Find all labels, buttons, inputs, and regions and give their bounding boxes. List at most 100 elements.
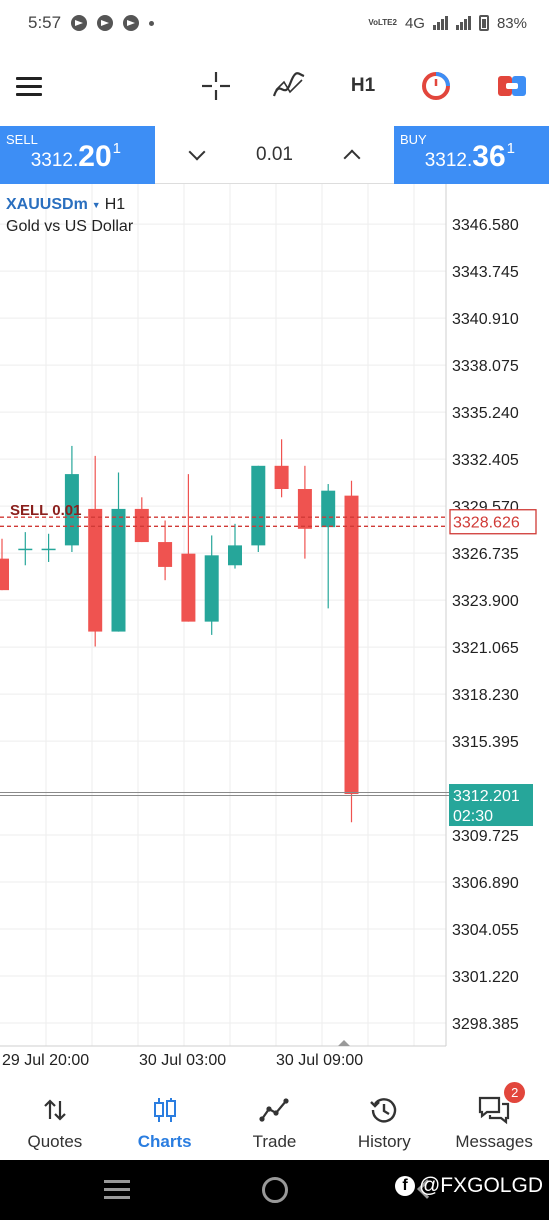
telegram-icon bbox=[71, 15, 88, 31]
y-tick-label: 3309.725 bbox=[452, 828, 519, 845]
buy-label: BUY bbox=[400, 132, 427, 147]
nav-label: Quotes bbox=[27, 1132, 83, 1151]
chevron-down-icon[interactable] bbox=[188, 143, 206, 160]
candle-body bbox=[204, 555, 219, 622]
candlestick-chart[interactable]: 3346.580 3343.745 3340.910 3338.075 3335.240… bbox=[0, 184, 549, 1084]
countdown-label: 02:30 bbox=[453, 808, 493, 825]
last-bar-marker bbox=[338, 1040, 350, 1046]
history-icon bbox=[369, 1094, 399, 1126]
symbol-dropdown-icon[interactable]: ▼ bbox=[91, 200, 101, 210]
candle-body bbox=[181, 553, 196, 622]
sell-label: SELL bbox=[6, 132, 38, 147]
menu-icon[interactable] bbox=[14, 70, 44, 102]
candle-body bbox=[64, 474, 79, 546]
facebook-icon: f bbox=[394, 1176, 415, 1196]
bottom-navigation: Quotes Charts Trade History 2 Messages bbox=[0, 1082, 549, 1160]
y-tick-label: 3321.065 bbox=[452, 640, 519, 657]
battery-level: 83% bbox=[496, 14, 527, 32]
volte-icon: VoLTE2 bbox=[368, 18, 397, 27]
candle-body bbox=[274, 465, 289, 490]
candle-body bbox=[344, 495, 359, 795]
nav-messages[interactable]: 2 Messages bbox=[439, 1082, 549, 1160]
y-tick-label: 3332.405 bbox=[452, 452, 519, 469]
status-time: 5:57 bbox=[28, 13, 62, 32]
nav-label: Messages bbox=[455, 1132, 533, 1151]
current-price-label: 3312.201 bbox=[453, 788, 520, 805]
nav-label: Charts bbox=[137, 1132, 192, 1151]
x-tick-label: 30 Jul 03:00 bbox=[139, 1052, 226, 1069]
order-line-label: SELL 0.01 bbox=[10, 502, 81, 519]
y-tick-label: 3326.735 bbox=[452, 546, 519, 563]
status-bar: 5:57 VoLTE2 4G 83% bbox=[0, 0, 549, 46]
y-tick-label: 3338.075 bbox=[452, 358, 519, 375]
battery-icon bbox=[478, 15, 489, 31]
trade-line-icon bbox=[259, 1094, 290, 1126]
nav-trade[interactable]: Trade bbox=[220, 1084, 330, 1160]
candle-body bbox=[111, 508, 126, 632]
nav-charts[interactable]: Charts bbox=[110, 1084, 220, 1160]
sort-arrows-icon bbox=[42, 1094, 68, 1126]
candles-icon bbox=[152, 1094, 178, 1126]
y-tick-label: 3301.220 bbox=[452, 969, 519, 986]
y-tick-label: 3346.580 bbox=[452, 217, 519, 234]
y-tick-label: 3304.055 bbox=[452, 922, 519, 939]
candle-body bbox=[18, 548, 33, 551]
sell-price: 3312. 20 1 bbox=[30, 140, 121, 173]
signal-icon bbox=[455, 16, 471, 30]
candle-body bbox=[88, 508, 103, 632]
y-tick-label: 3298.385 bbox=[452, 1016, 519, 1033]
chevron-up-icon[interactable] bbox=[343, 149, 361, 166]
y-tick-label: 3340.910 bbox=[452, 311, 519, 328]
x-tick-label: 30 Jul 09:00 bbox=[276, 1052, 363, 1069]
watermark: f @FXGOLGD bbox=[394, 1174, 543, 1198]
current-price-tag bbox=[449, 784, 533, 827]
candle-body bbox=[158, 542, 173, 567]
watermark-text: @FXGOLGD bbox=[418, 1174, 543, 1197]
telegram-icon bbox=[97, 15, 114, 31]
signal-icon bbox=[432, 16, 448, 30]
buy-price: 3312. 36 1 bbox=[424, 140, 515, 173]
system-navigation-bar: f @FXGOLGD bbox=[0, 1160, 549, 1220]
telegram-icon bbox=[123, 15, 140, 31]
x-tick-label: 29 Jul 20:00 bbox=[2, 1052, 89, 1069]
y-tick-label: 3315.395 bbox=[452, 734, 519, 751]
candle-body bbox=[297, 489, 312, 529]
order-price-label: 3328.626 bbox=[453, 515, 520, 532]
candle-body bbox=[321, 490, 336, 528]
messages-icon bbox=[477, 1094, 511, 1126]
order-price-box bbox=[449, 509, 537, 535]
nav-label: Trade bbox=[252, 1132, 297, 1151]
price-chart[interactable]: 3346.580 3343.745 3340.910 3338.075 3335.240… bbox=[0, 184, 549, 1084]
nav-label: History bbox=[357, 1132, 411, 1151]
y-tick-label: 3323.900 bbox=[452, 593, 519, 610]
lot-size-control: 0.01 bbox=[155, 126, 394, 184]
nav-history[interactable]: History bbox=[329, 1084, 439, 1160]
clock-icon[interactable] bbox=[420, 70, 452, 102]
sell-button[interactable]: SELL 3312. 20 1 bbox=[0, 126, 155, 184]
chart-timeframe: H1 bbox=[104, 196, 126, 213]
lot-size-value[interactable]: 0.01 bbox=[256, 143, 293, 165]
chart-symbol[interactable]: XAUUSDm bbox=[6, 196, 88, 213]
candle-body bbox=[251, 465, 266, 546]
y-tick-label: 3343.745 bbox=[452, 264, 519, 281]
indicator-icon[interactable] bbox=[272, 70, 306, 102]
chart-symbol-description: Gold vs US Dollar bbox=[6, 218, 134, 235]
candle-body bbox=[134, 508, 149, 543]
network-type: 4G bbox=[404, 14, 425, 32]
messages-badge: 2 bbox=[504, 1082, 526, 1103]
timeframe-button[interactable]: H1 bbox=[350, 75, 376, 96]
recent-apps-button[interactable] bbox=[104, 1180, 130, 1199]
chart-toolbar: H1 bbox=[0, 56, 549, 116]
one-click-trade-icon[interactable] bbox=[496, 70, 528, 102]
crosshair-icon[interactable] bbox=[200, 70, 232, 102]
candle-body bbox=[41, 548, 56, 551]
more-notifications-icon bbox=[149, 20, 155, 26]
chart-symbol-header[interactable]: XAUUSDm ▼ H1 bbox=[6, 196, 125, 214]
nav-quotes[interactable]: Quotes bbox=[0, 1084, 110, 1160]
candle-body bbox=[228, 545, 242, 566]
buy-button[interactable]: BUY 3312. 36 1 bbox=[394, 126, 549, 184]
y-tick-label: 3318.230 bbox=[452, 687, 519, 704]
home-button[interactable] bbox=[262, 1177, 288, 1203]
y-tick-label: 3335.240 bbox=[452, 405, 519, 422]
y-tick-label: 3306.890 bbox=[452, 875, 519, 892]
